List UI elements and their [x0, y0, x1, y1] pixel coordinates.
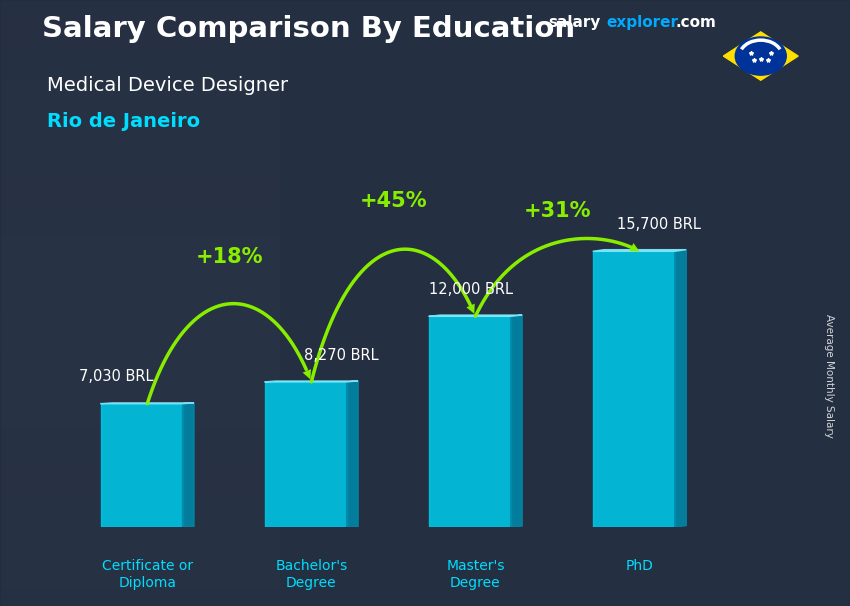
Text: 7,030 BRL: 7,030 BRL — [79, 369, 154, 384]
Text: explorer: explorer — [606, 15, 678, 30]
Polygon shape — [428, 316, 511, 527]
Circle shape — [735, 37, 786, 75]
Text: Rio de Janeiro: Rio de Janeiro — [47, 112, 200, 131]
Polygon shape — [592, 251, 675, 527]
Polygon shape — [592, 250, 686, 251]
Text: +45%: +45% — [360, 191, 428, 211]
Polygon shape — [183, 403, 194, 527]
Polygon shape — [264, 381, 358, 382]
Polygon shape — [100, 404, 183, 527]
Text: Bachelor's
Degree: Bachelor's Degree — [275, 559, 348, 590]
Polygon shape — [675, 250, 686, 527]
Text: Master's
Degree: Master's Degree — [446, 559, 505, 590]
Text: Salary Comparison By Education: Salary Comparison By Education — [42, 15, 575, 43]
Polygon shape — [264, 382, 347, 527]
Text: 15,700 BRL: 15,700 BRL — [617, 217, 701, 232]
Text: .com: .com — [676, 15, 717, 30]
Text: salary: salary — [548, 15, 601, 30]
Polygon shape — [347, 381, 358, 527]
Text: Certificate or
Diploma: Certificate or Diploma — [102, 559, 193, 590]
Text: Average Monthly Salary: Average Monthly Salary — [824, 314, 834, 438]
Polygon shape — [100, 403, 194, 404]
Text: 12,000 BRL: 12,000 BRL — [428, 282, 513, 297]
Polygon shape — [723, 32, 798, 80]
Text: +31%: +31% — [524, 201, 592, 221]
Text: Medical Device Designer: Medical Device Designer — [47, 76, 288, 95]
Text: 8,270 BRL: 8,270 BRL — [304, 348, 378, 362]
Text: +18%: +18% — [196, 247, 263, 267]
Polygon shape — [428, 315, 522, 316]
Text: PhD: PhD — [626, 559, 654, 573]
Polygon shape — [511, 315, 522, 527]
